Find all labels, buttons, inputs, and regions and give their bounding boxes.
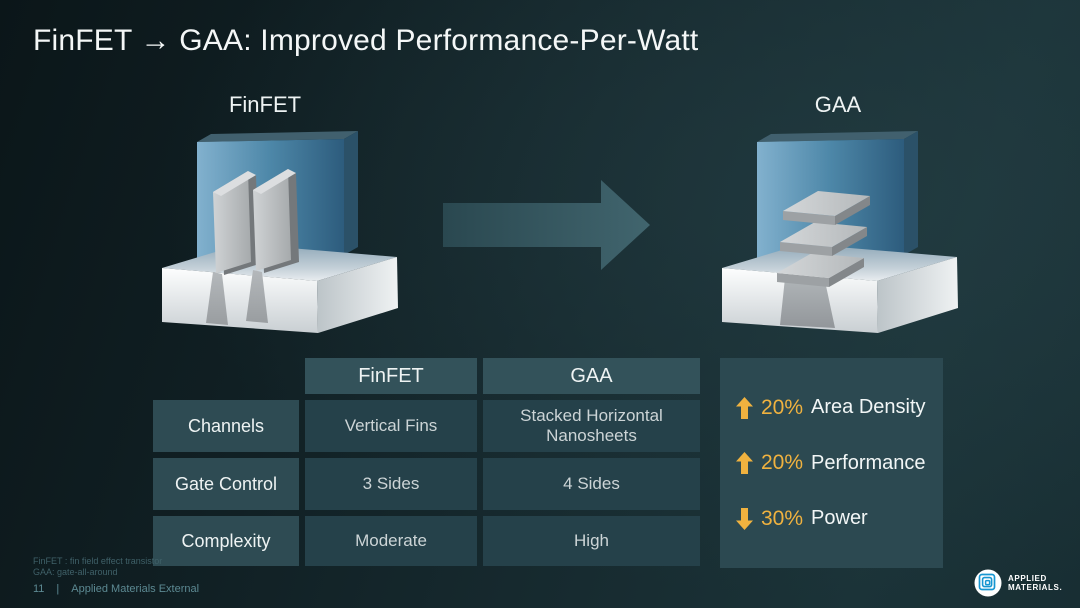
cell-channels-finfet: Vertical Fins [305,400,477,452]
benefit-label: Performance [811,451,926,474]
right-arrow-icon [443,180,650,270]
footer-classification: Applied Materials External [71,583,200,595]
up-arrow-icon [736,396,753,419]
row-label-channels: Channels [153,400,299,452]
logo-line1: APPLIED [1008,574,1047,583]
cell-complexity-finfet: Moderate [305,516,477,566]
company-logo: APPLIED MATERIALS. [974,569,1062,597]
benefit-label: Power [811,507,868,529]
page-number: 11 [33,583,45,595]
finfet-3d-illustration [162,131,398,333]
benefit-performance: 20% Performance [736,451,943,475]
down-arrow-icon [736,507,753,530]
footnotes: FinFET : fin field effect transistor GAA… [33,556,162,578]
cell-complexity-gaa: High [483,516,700,566]
table-header-finfet: FinFET [305,358,477,394]
benefit-value: 30% [761,506,804,530]
row-label-gate-control: Gate Control [153,458,299,510]
row-label-complexity: Complexity [153,516,299,566]
cell-gate-control-finfet: 3 Sides [305,458,477,510]
comparison-table: FinFET GAA Channels Vertical Fins Stacke… [153,358,700,566]
logo-wordmark: APPLIED MATERIALS. [1008,574,1062,592]
benefit-power: 30% Power [736,507,943,531]
cell-channels-gaa: Stacked Horizontal Nanosheets [483,400,700,452]
finfet-diagram-label: FinFET [228,92,302,117]
finfet-vertical-fins [206,169,299,325]
up-arrow-icon [736,452,753,474]
gaa-diagram-label: GAA [814,92,862,117]
footer-separator: | [56,583,60,595]
footnote-line: GAA: gate-all-around [33,567,118,577]
logo-line2: MATERIALS. [1008,583,1063,592]
page-footer: 11 | Applied Materials External [33,583,199,595]
cell-gate-control-gaa: 4 Sides [483,458,700,510]
gaa-3d-illustration [722,131,958,333]
benefit-value: 20% [761,451,804,474]
gaa-stacked-nanosheets [777,191,870,287]
benefit-label: Area Density [811,396,926,418]
benefits-panel: 20% Area Density 20% Performance 30% Pow… [720,358,943,568]
footnote-line: FinFET : fin field effect transistor [33,556,163,566]
benefit-value: 20% [761,395,804,419]
slide-title: FinFET → GAA: Improved Performance-Per-W… [33,24,699,57]
table-corner-spacer [153,358,299,394]
table-header-gaa: GAA [483,358,700,394]
applied-materials-mark-icon [974,569,1002,597]
benefit-area-density: 20% Area Density [736,396,943,420]
